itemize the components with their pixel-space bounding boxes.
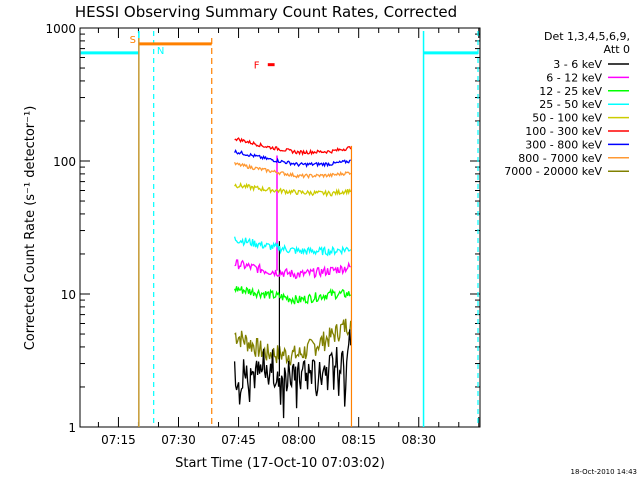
legend-label: 25 - 50 keV — [539, 98, 602, 111]
series-line-12-25-kev — [234, 286, 351, 305]
y-tick-label: 100 — [53, 155, 76, 169]
legend-label: 300 - 800 keV — [525, 138, 602, 151]
legend-label: 800 - 7000 keV — [518, 152, 602, 165]
x-axis: 07:15 07:30 07:45 08:00 08:15 08:30 — [97, 28, 480, 447]
x-tick-label: 08:00 — [281, 433, 316, 447]
x-axis-label: Start Time (17-Oct-10 07:03:02) — [175, 456, 385, 471]
legend-label: 6 - 12 keV — [546, 71, 602, 84]
y-tick-label: 1 — [68, 421, 76, 435]
series-layer — [233, 137, 352, 419]
legend-header-attenuator: Att 0 — [604, 43, 630, 56]
saa-label: S — [130, 35, 136, 46]
chart-title: HESSI Observing Summary Count Rates, Cor… — [75, 3, 457, 21]
x-tick-label: 08:15 — [341, 433, 376, 447]
series-line-800-7000-kev — [234, 162, 352, 180]
series-line-100-300-kev — [234, 137, 352, 157]
flag-layer: S N F — [80, 31, 479, 427]
series-line-3-6-kev — [233, 329, 352, 419]
x-tick-label: 08:30 — [401, 433, 436, 447]
series-line-300-800-kev — [234, 148, 352, 168]
flare-label: F — [254, 61, 260, 72]
plot-area — [79, 27, 481, 428]
legend-label: 3 - 6 keV — [553, 58, 602, 71]
y-tick-label: 10 — [61, 288, 76, 302]
x-tick-label: 07:45 — [221, 433, 256, 447]
legend-label: 100 - 300 keV — [525, 125, 602, 138]
y-tick-label: 1000 — [45, 22, 76, 36]
generated-timestamp: 18-Oct-2010 14:43 — [571, 468, 637, 476]
series-line-25-50-kev — [233, 236, 352, 257]
series-line-50-100-kev — [234, 181, 352, 198]
y-axis: 1 10 100 1000 — [45, 22, 480, 435]
legend-header-detectors: Det 1,3,4,5,6,9, — [544, 30, 630, 43]
x-tick-label: 07:15 — [101, 433, 136, 447]
legend-label: 50 - 100 keV — [532, 112, 602, 125]
series-line-7000-20000-kev — [234, 318, 352, 366]
y-axis-label: Corrected Count Rate (s⁻¹ detector⁻¹) — [23, 106, 38, 351]
legend-label: 12 - 25 keV — [539, 85, 602, 98]
plot-frame — [79, 27, 481, 428]
night-label: N — [157, 46, 164, 57]
series-line-6-12-kev — [234, 259, 351, 280]
legend-label: 7000 - 20000 keV — [504, 165, 602, 178]
x-tick-label: 07:30 — [161, 433, 196, 447]
